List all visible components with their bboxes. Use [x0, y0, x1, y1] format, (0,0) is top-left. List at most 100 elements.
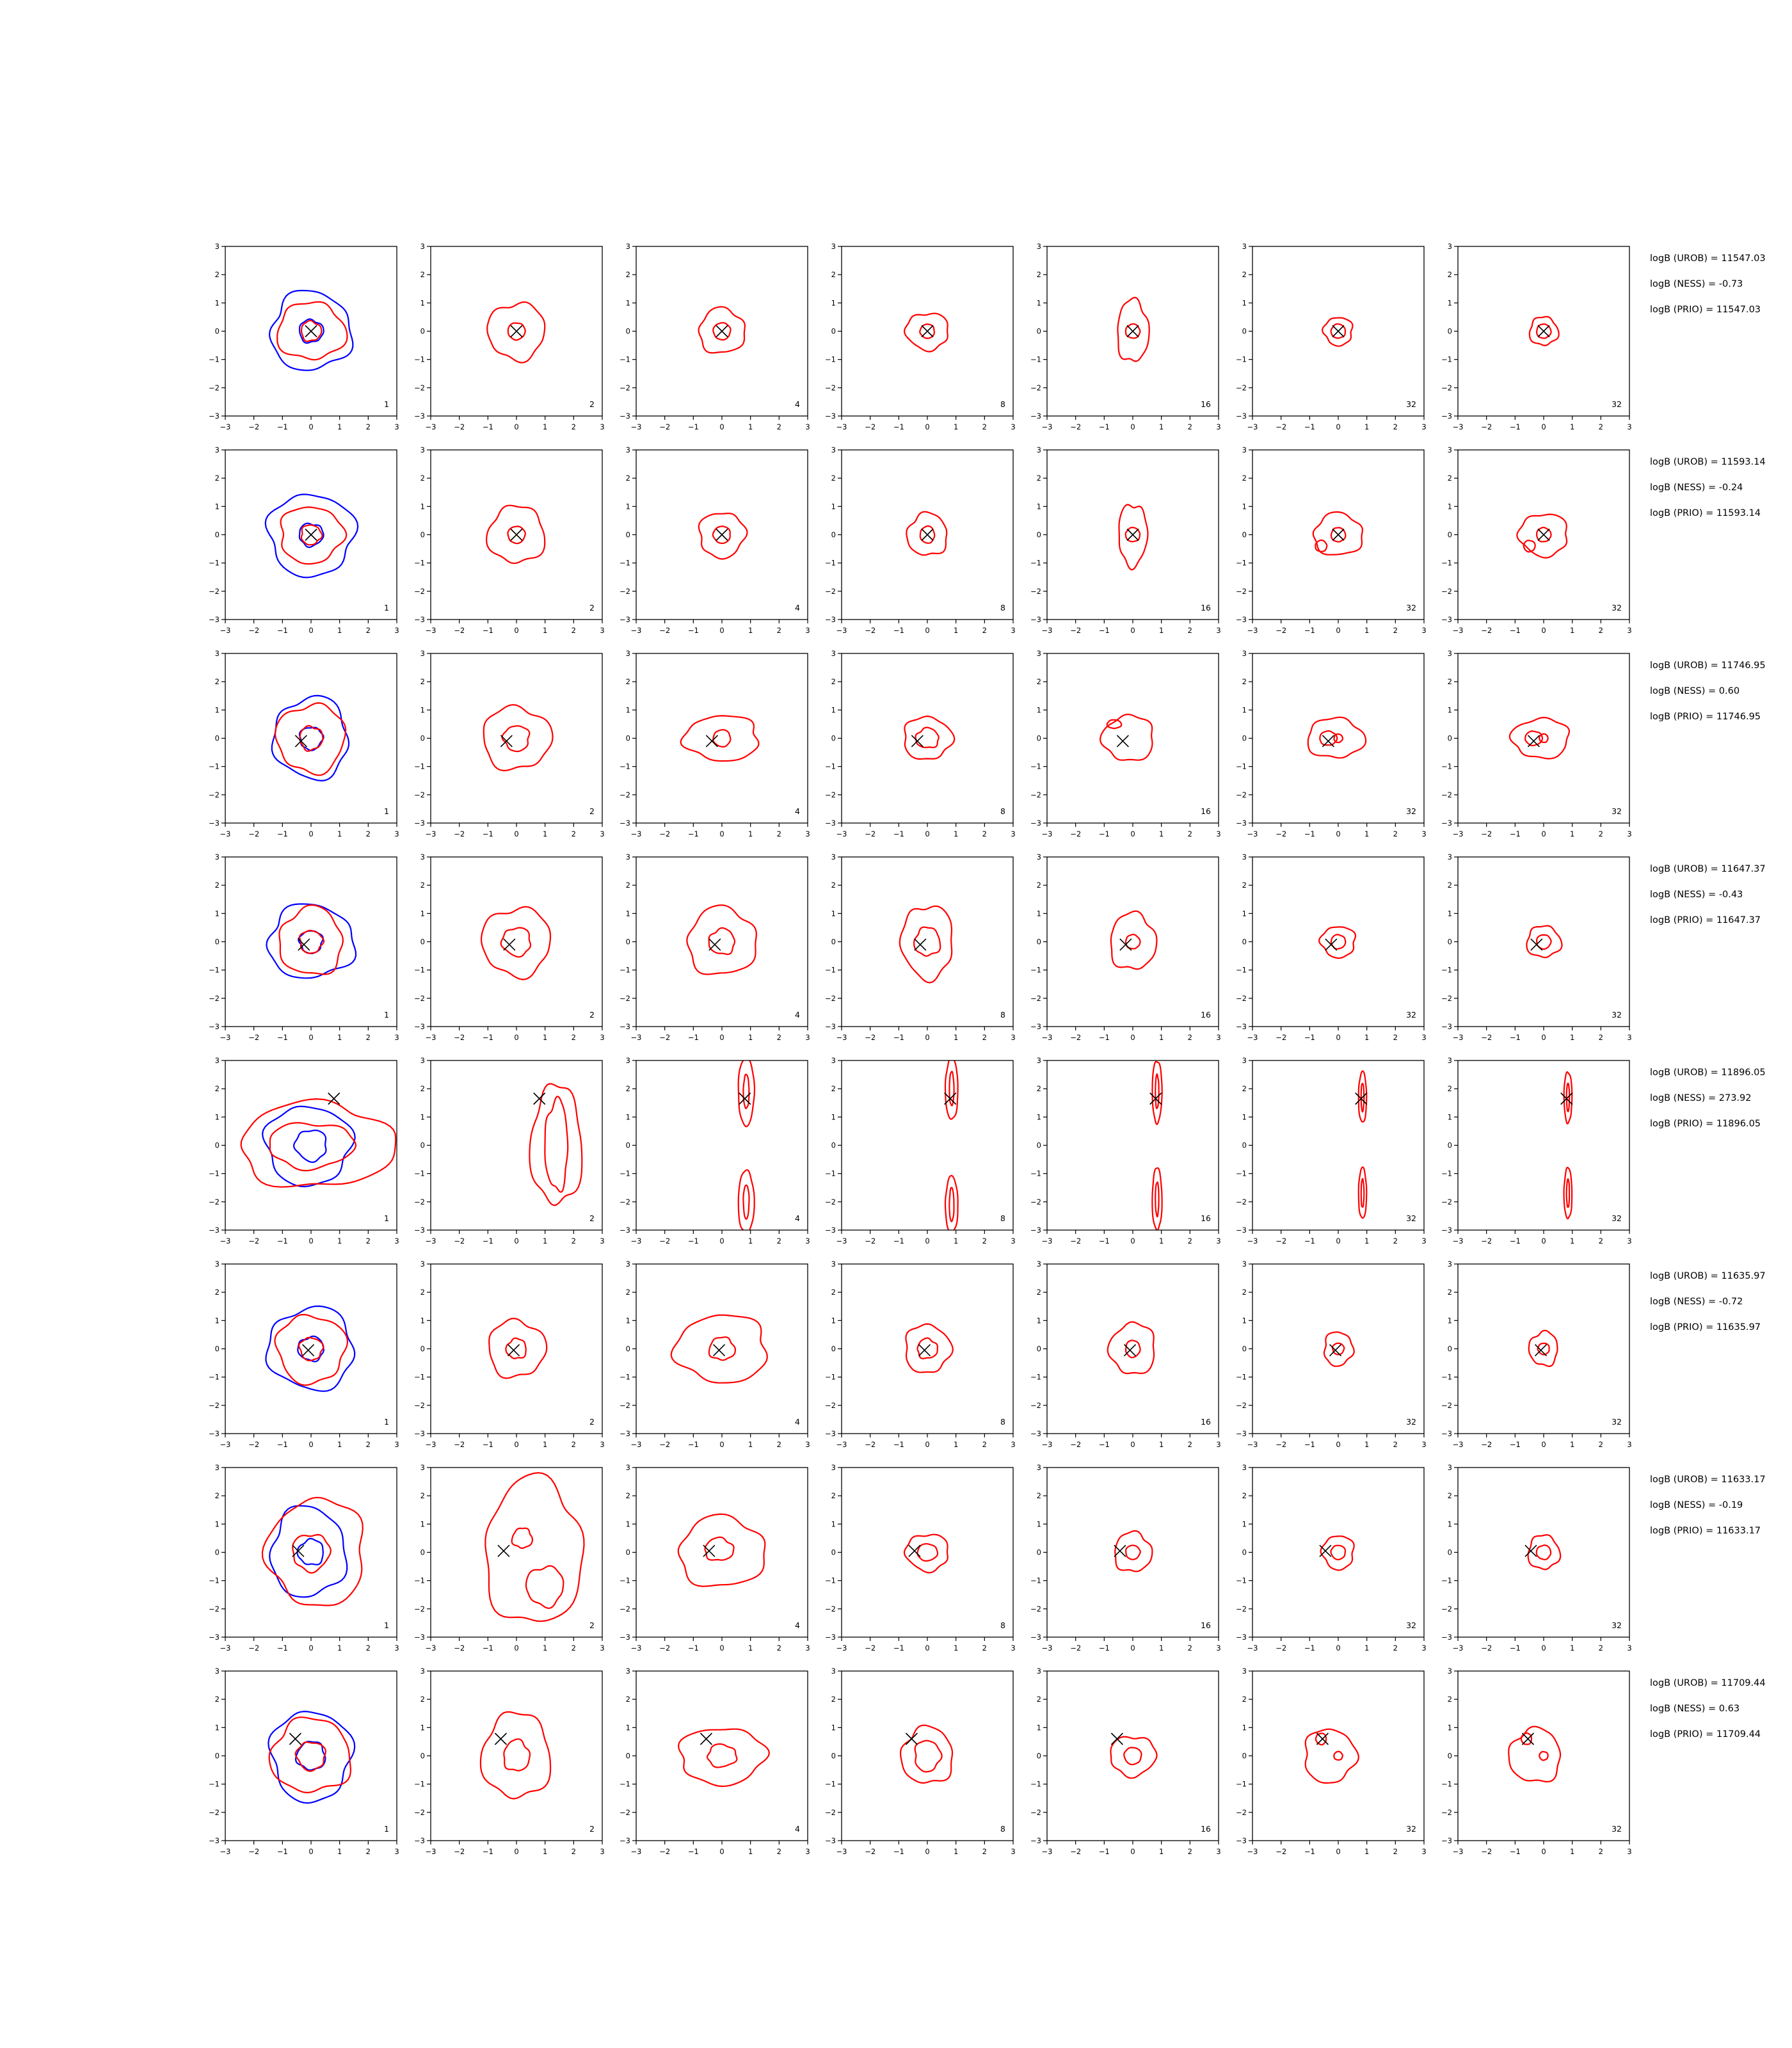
x-tick-label: −3	[1042, 829, 1053, 838]
panel-label: 32	[1612, 1620, 1622, 1630]
axes-frame	[841, 1060, 1014, 1231]
y-tick-label: 3	[1037, 852, 1041, 861]
x-tick-label: 2	[1393, 626, 1398, 635]
x-tick-label: −2	[1481, 1033, 1492, 1042]
true-value-marker	[328, 1092, 340, 1105]
true-value-marker	[1322, 735, 1334, 748]
y-tick-label: 1	[1242, 1519, 1247, 1528]
y-tick-label: −1	[1441, 1169, 1452, 1178]
x-tick-label: 1	[1364, 1033, 1369, 1042]
y-tick-label: −3	[209, 615, 220, 624]
x-tick-label: −1	[893, 1847, 904, 1856]
y-tick-label: 1	[215, 705, 220, 714]
x-tick-label: 2	[366, 1847, 371, 1856]
true-value-marker	[1149, 1092, 1162, 1105]
y-tick-label: −1	[620, 1576, 630, 1585]
y-tick-label: −2	[1030, 1808, 1041, 1817]
x-tick-label: −3	[220, 1644, 231, 1652]
y-tick-label: −2	[209, 1604, 220, 1613]
y-tick-label: 1	[1448, 502, 1452, 511]
y-tick-label: −3	[1441, 1429, 1452, 1438]
blue-contour	[296, 1537, 324, 1565]
x-tick-label: −1	[483, 1236, 493, 1245]
contour-group	[1320, 1535, 1355, 1571]
y-tick-label: −1	[1441, 762, 1452, 771]
y-tick-label: −3	[1030, 1429, 1041, 1438]
red-contour	[480, 906, 552, 980]
x-tick-label: −3	[220, 1236, 231, 1245]
y-tick-label: 2	[831, 881, 836, 890]
x-tick-label: −1	[1510, 1644, 1521, 1652]
x-tick-label: 0	[308, 1847, 313, 1856]
x-tick-label: 1	[543, 422, 547, 431]
red-contour	[1124, 526, 1141, 543]
y-tick-label: 0	[420, 734, 425, 743]
x-tick-label: 1	[543, 1440, 547, 1449]
y-tick-label: 2	[1037, 474, 1041, 483]
logb-stat: logB (NESS) = -0.19	[1650, 1500, 1743, 1510]
contour-group	[1528, 1329, 1558, 1367]
y-tick-label: −3	[1236, 1022, 1247, 1031]
x-tick-label: −3	[1453, 829, 1464, 838]
x-tick-label: 1	[1364, 1440, 1369, 1449]
x-tick-label: −1	[688, 626, 699, 635]
red-contour	[544, 1095, 569, 1193]
x-tick-label: 0	[1336, 422, 1340, 431]
y-tick-label: 3	[1448, 242, 1452, 251]
red-contour	[505, 1337, 527, 1359]
y-tick-label: 0	[215, 531, 220, 540]
y-tick-label: −1	[620, 1373, 630, 1382]
contour-group	[670, 1314, 768, 1384]
logb-stat: logB (PRIO) = 11633.17	[1650, 1526, 1761, 1536]
y-tick-label: −3	[1441, 1022, 1452, 1031]
y-tick-label: 2	[420, 881, 425, 890]
x-tick-label: 2	[572, 1440, 576, 1449]
x-tick-label: −3	[1247, 626, 1258, 635]
true-value-marker	[1316, 1732, 1329, 1745]
y-tick-label: 3	[420, 1463, 425, 1472]
y-tick-label: 1	[626, 298, 630, 307]
y-tick-label: −1	[1441, 1576, 1452, 1585]
x-tick-label: 0	[719, 626, 724, 635]
x-tick-label: 0	[1336, 829, 1340, 838]
contour-group	[1318, 926, 1357, 959]
x-tick-label: −1	[277, 422, 288, 431]
x-tick-label: −2	[1481, 829, 1492, 838]
y-tick-label: −1	[620, 559, 630, 568]
subplot-r1-c1: −3−3 −2 −2 −1 −1 0 0 1 1 2 2 3 3 1	[209, 242, 399, 431]
y-tick-label: −2	[1030, 1401, 1041, 1410]
x-tick-label: −2	[248, 1644, 259, 1652]
x-tick-label: −1	[688, 1033, 699, 1042]
true-value-marker	[305, 528, 317, 541]
y-tick-label: 3	[1242, 445, 1247, 454]
y-tick-label: 2	[831, 1084, 836, 1093]
x-tick-label: 2	[1599, 1440, 1603, 1449]
y-tick-label: 1	[1242, 298, 1247, 307]
y-tick-label: 2	[626, 474, 630, 483]
axes-frame	[1046, 1467, 1219, 1638]
y-tick-label: −1	[209, 1576, 220, 1585]
red-contour	[1527, 1534, 1562, 1571]
x-tick-label: 1	[1570, 1847, 1574, 1856]
y-tick-label: 3	[1448, 445, 1452, 454]
x-tick-label: 2	[982, 1847, 987, 1856]
red-contour	[507, 525, 526, 545]
y-tick-label: −1	[209, 1169, 220, 1178]
x-tick-label: 0	[514, 422, 518, 431]
y-tick-label: −3	[1441, 819, 1452, 828]
y-tick-label: 1	[626, 1316, 630, 1325]
x-tick-label: 3	[394, 1236, 399, 1245]
subplot-r8-c7: −3−3 −2 −2 −1 −1 0 0 1 1 2 2 3 3 32	[1441, 1667, 1632, 1856]
subplot-r2-c7: −3−3 −2 −2 −1 −1 0 0 1 1 2 2 3 3 32	[1441, 445, 1632, 635]
x-tick-label: 3	[1011, 1440, 1015, 1449]
x-tick-label: −1	[1304, 829, 1315, 838]
x-tick-label: 2	[366, 422, 371, 431]
subplot-r2-c2: −3−3 −2 −2 −1 −1 0 0 1 1 2 2 3 3 2	[414, 445, 605, 635]
x-tick-label: 3	[1011, 1033, 1015, 1042]
x-tick-label: −3	[426, 1644, 436, 1652]
x-tick-label: 2	[777, 1236, 781, 1245]
y-tick-label: −3	[620, 1429, 630, 1438]
y-tick-label: −3	[1236, 1226, 1247, 1235]
x-tick-label: 0	[1130, 1847, 1135, 1856]
